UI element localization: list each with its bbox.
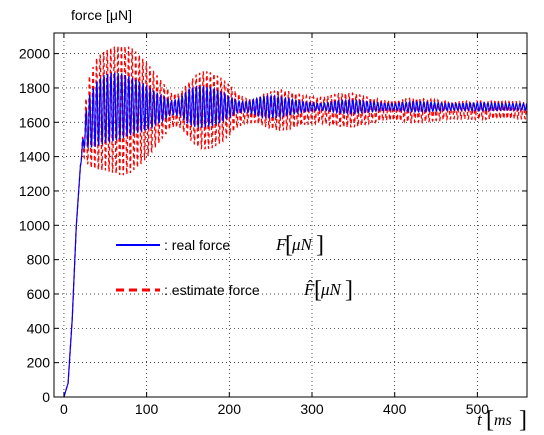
x-tick-label: 200 [218,401,242,417]
legend-bracket-close-estimate: ] [345,277,353,303]
y-tick-label: 200 [27,355,51,371]
y-tick-label: 1400 [19,149,50,165]
legend-bracket-open-real: [ [285,232,293,258]
y-tick-label: 1600 [19,114,50,130]
legend-symbol-estimate: F̂ [303,280,315,299]
x-axis-bracket-close: ] [519,407,527,433]
legend: : real force F [ μN ] : estimate force F… [116,232,353,303]
ticks: 0 100 200 300 400 500 0 200 400 600 800 1000 1200 140… [19,33,527,417]
y-tick-label: 1000 [19,217,50,233]
legend-symbol-real: F [275,235,287,254]
y-tick-label: 400 [27,320,51,336]
x-tick-label: 300 [300,401,324,417]
x-tick-label: 500 [466,401,490,417]
legend-label-estimate: : estimate force [164,282,260,298]
y-tick-label: 0 [42,389,50,405]
x-axis-bracket-open: [ [486,407,494,433]
legend-unit-real: μN [291,235,314,254]
y-tick-label: 800 [27,252,51,268]
y-tick-label: 600 [27,286,51,302]
x-tick-label: 400 [383,401,407,417]
legend-bracket-open-estimate: [ [314,277,322,303]
legend-bracket-close-real: ] [316,232,324,258]
series-layer [63,45,528,398]
y-axis-label: force [μN] [71,7,132,23]
x-axis-unit: ms [494,412,512,429]
y-tick-label: 1800 [19,80,50,96]
x-axis-label: t [ ms ] [477,407,527,433]
x-tick-label: 0 [60,401,68,417]
legend-unit-estimate: μN [320,280,343,299]
y-tick-label: 1200 [19,183,50,199]
series-line-estimate-force [63,45,528,398]
plot-frame [53,32,528,398]
legend-label-real: : real force [164,237,230,253]
series-line-real-force [63,72,528,398]
y-tick-label: 2000 [19,46,50,62]
x-tick-label: 100 [135,401,159,417]
x-axis-variable: t [477,410,483,429]
